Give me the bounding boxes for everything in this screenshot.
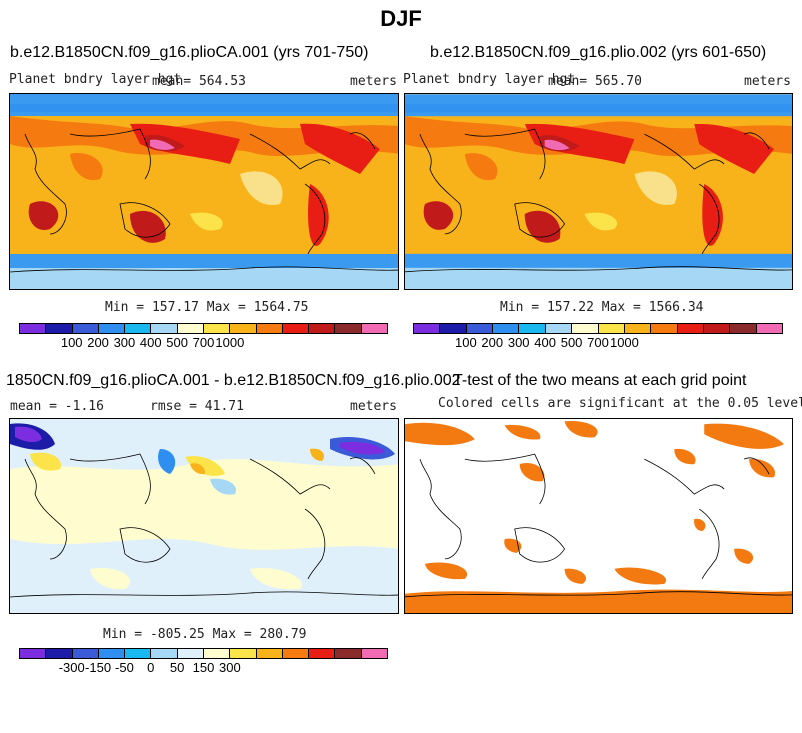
panel3-units-label: meters — [350, 399, 397, 414]
colorbar-swatch — [256, 649, 283, 658]
colorbar-swatch — [72, 649, 99, 658]
colorbar-swatch — [230, 649, 257, 658]
colorbar-tick-label: 150 — [192, 660, 215, 675]
colorbar-swatch — [282, 324, 310, 333]
panel2-colorbar — [413, 323, 783, 334]
colorbar-swatch — [519, 324, 546, 333]
panel3-title: 1850CN.f09_g16.plioCA.001 - b.e12.B1850C… — [6, 372, 461, 389]
colorbar-swatch — [98, 649, 126, 658]
panel4-map-graphic — [405, 419, 792, 613]
colorbar-swatch — [730, 324, 757, 333]
panel3-map-graphic — [10, 419, 398, 613]
colorbar-swatch — [598, 324, 625, 333]
panel4-title: T-test of the two means at each grid poi… — [453, 372, 747, 389]
colorbar-swatch — [624, 324, 652, 333]
colorbar-tick-label: 50 — [169, 660, 185, 675]
colorbar-swatch — [20, 324, 47, 333]
colorbar-tick-label: 1000 — [609, 335, 639, 350]
colorbar-swatch — [309, 324, 336, 333]
colorbar-swatch — [177, 649, 204, 658]
panel3-colorbar — [19, 648, 388, 659]
colorbar-swatch — [46, 324, 73, 333]
colorbar-tick-label: 500 — [166, 335, 188, 350]
colorbar-tick-label: 500 — [560, 335, 583, 350]
colorbar-swatch — [572, 324, 599, 333]
panel1-mean-label: mean= 564.53 — [152, 74, 246, 89]
panel2-map — [404, 93, 793, 290]
colorbar-swatch — [677, 324, 704, 333]
colorbar-swatch — [414, 324, 441, 333]
colorbar-tick-label: -300 — [58, 660, 85, 675]
colorbar-swatch — [335, 649, 362, 658]
panel3-mean-label: mean = -1.16 — [10, 399, 104, 414]
colorbar-tick-label: 0 — [147, 660, 155, 675]
colorbar-swatch — [651, 324, 678, 333]
colorbar-swatch — [125, 649, 152, 658]
colorbar-swatch — [703, 324, 731, 333]
panel1-title: b.e12.B1850CN.f09_g16.plioCA.001 (yrs 70… — [10, 44, 369, 61]
panel1-variable-label: Planet bndry layer hgt — [9, 72, 182, 87]
colorbar-tick-label: 700 — [192, 335, 215, 350]
colorbar-tick-label: 300 — [507, 335, 530, 350]
colorbar-tick-label: -50 — [115, 660, 134, 675]
colorbar-swatch — [545, 324, 573, 333]
colorbar-tick-label: 300 — [113, 335, 136, 350]
colorbar-swatch — [125, 324, 152, 333]
colorbar-swatch — [335, 324, 362, 333]
figure-title: DJF — [380, 6, 422, 31]
colorbar-swatch — [230, 324, 257, 333]
panel4-subtitle: Colored cells are significant at the 0.0… — [438, 396, 802, 411]
colorbar-swatch — [756, 324, 783, 333]
panel2-mean-label: mean= 565.70 — [548, 74, 642, 89]
panel1-map — [9, 93, 399, 290]
colorbar-tick-label: 400 — [139, 335, 162, 350]
panel1-units-label: meters — [350, 74, 397, 89]
colorbar-swatch — [46, 649, 73, 658]
panel2-variable-label: Planet bndry layer hgt — [403, 72, 576, 87]
colorbar-swatch — [151, 649, 178, 658]
panel1-map-graphic — [10, 94, 398, 289]
colorbar-tick-label: 100 — [454, 335, 477, 350]
colorbar-tick-label: 200 — [87, 335, 109, 350]
colorbar-swatch — [203, 649, 231, 658]
colorbar-swatch — [98, 324, 126, 333]
panel3-map — [9, 418, 399, 614]
panel1-colorbar — [19, 323, 388, 334]
colorbar-swatch — [203, 324, 231, 333]
panel2-units-label: meters — [744, 74, 791, 89]
colorbar-swatch — [493, 324, 520, 333]
panel3-rmse-label: rmse = 41.71 — [150, 399, 244, 414]
colorbar-swatch — [177, 324, 204, 333]
colorbar-swatch — [466, 324, 494, 333]
colorbar-swatch — [361, 324, 387, 333]
significance-cells — [405, 420, 792, 613]
colorbar-swatch — [309, 649, 336, 658]
colorbar-tick-label: -150 — [85, 660, 112, 675]
colorbar-tick-label: 300 — [218, 660, 241, 675]
colorbar-tick-label: 200 — [481, 335, 504, 350]
colorbar-swatch — [361, 649, 387, 658]
panel2-map-graphic — [405, 94, 792, 289]
panel1-minmax: Min = 157.17 Max = 1564.75 — [105, 300, 309, 315]
colorbar-swatch — [256, 324, 283, 333]
colorbar-swatch — [282, 649, 310, 658]
colorbar-swatch — [72, 324, 99, 333]
colorbar-tick-label: 1000 — [215, 335, 245, 350]
panel4-map — [404, 418, 793, 614]
colorbar-swatch — [20, 649, 47, 658]
colorbar-tick-label: 400 — [534, 335, 556, 350]
panel2-title: b.e12.B1850CN.f09_g16.plio.002 (yrs 601-… — [430, 44, 767, 61]
colorbar-tick-label: 700 — [587, 335, 609, 350]
panel3-minmax: Min = -805.25 Max = 280.79 — [103, 627, 307, 642]
colorbar-swatch — [440, 324, 467, 333]
colorbar-tick-label: 100 — [60, 335, 83, 350]
panel2-minmax: Min = 157.22 Max = 1566.34 — [500, 300, 704, 315]
colorbar-swatch — [151, 324, 178, 333]
